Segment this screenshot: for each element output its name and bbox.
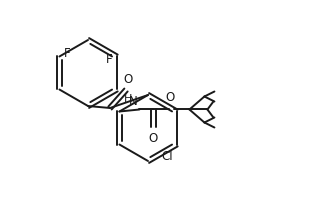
Text: N: N <box>129 95 138 109</box>
Text: H: H <box>124 94 132 104</box>
Text: Cl: Cl <box>161 150 172 162</box>
Text: O: O <box>124 73 132 86</box>
Text: F: F <box>106 53 113 66</box>
Text: O: O <box>149 133 158 145</box>
Text: F: F <box>63 47 70 60</box>
Text: O: O <box>166 92 175 104</box>
